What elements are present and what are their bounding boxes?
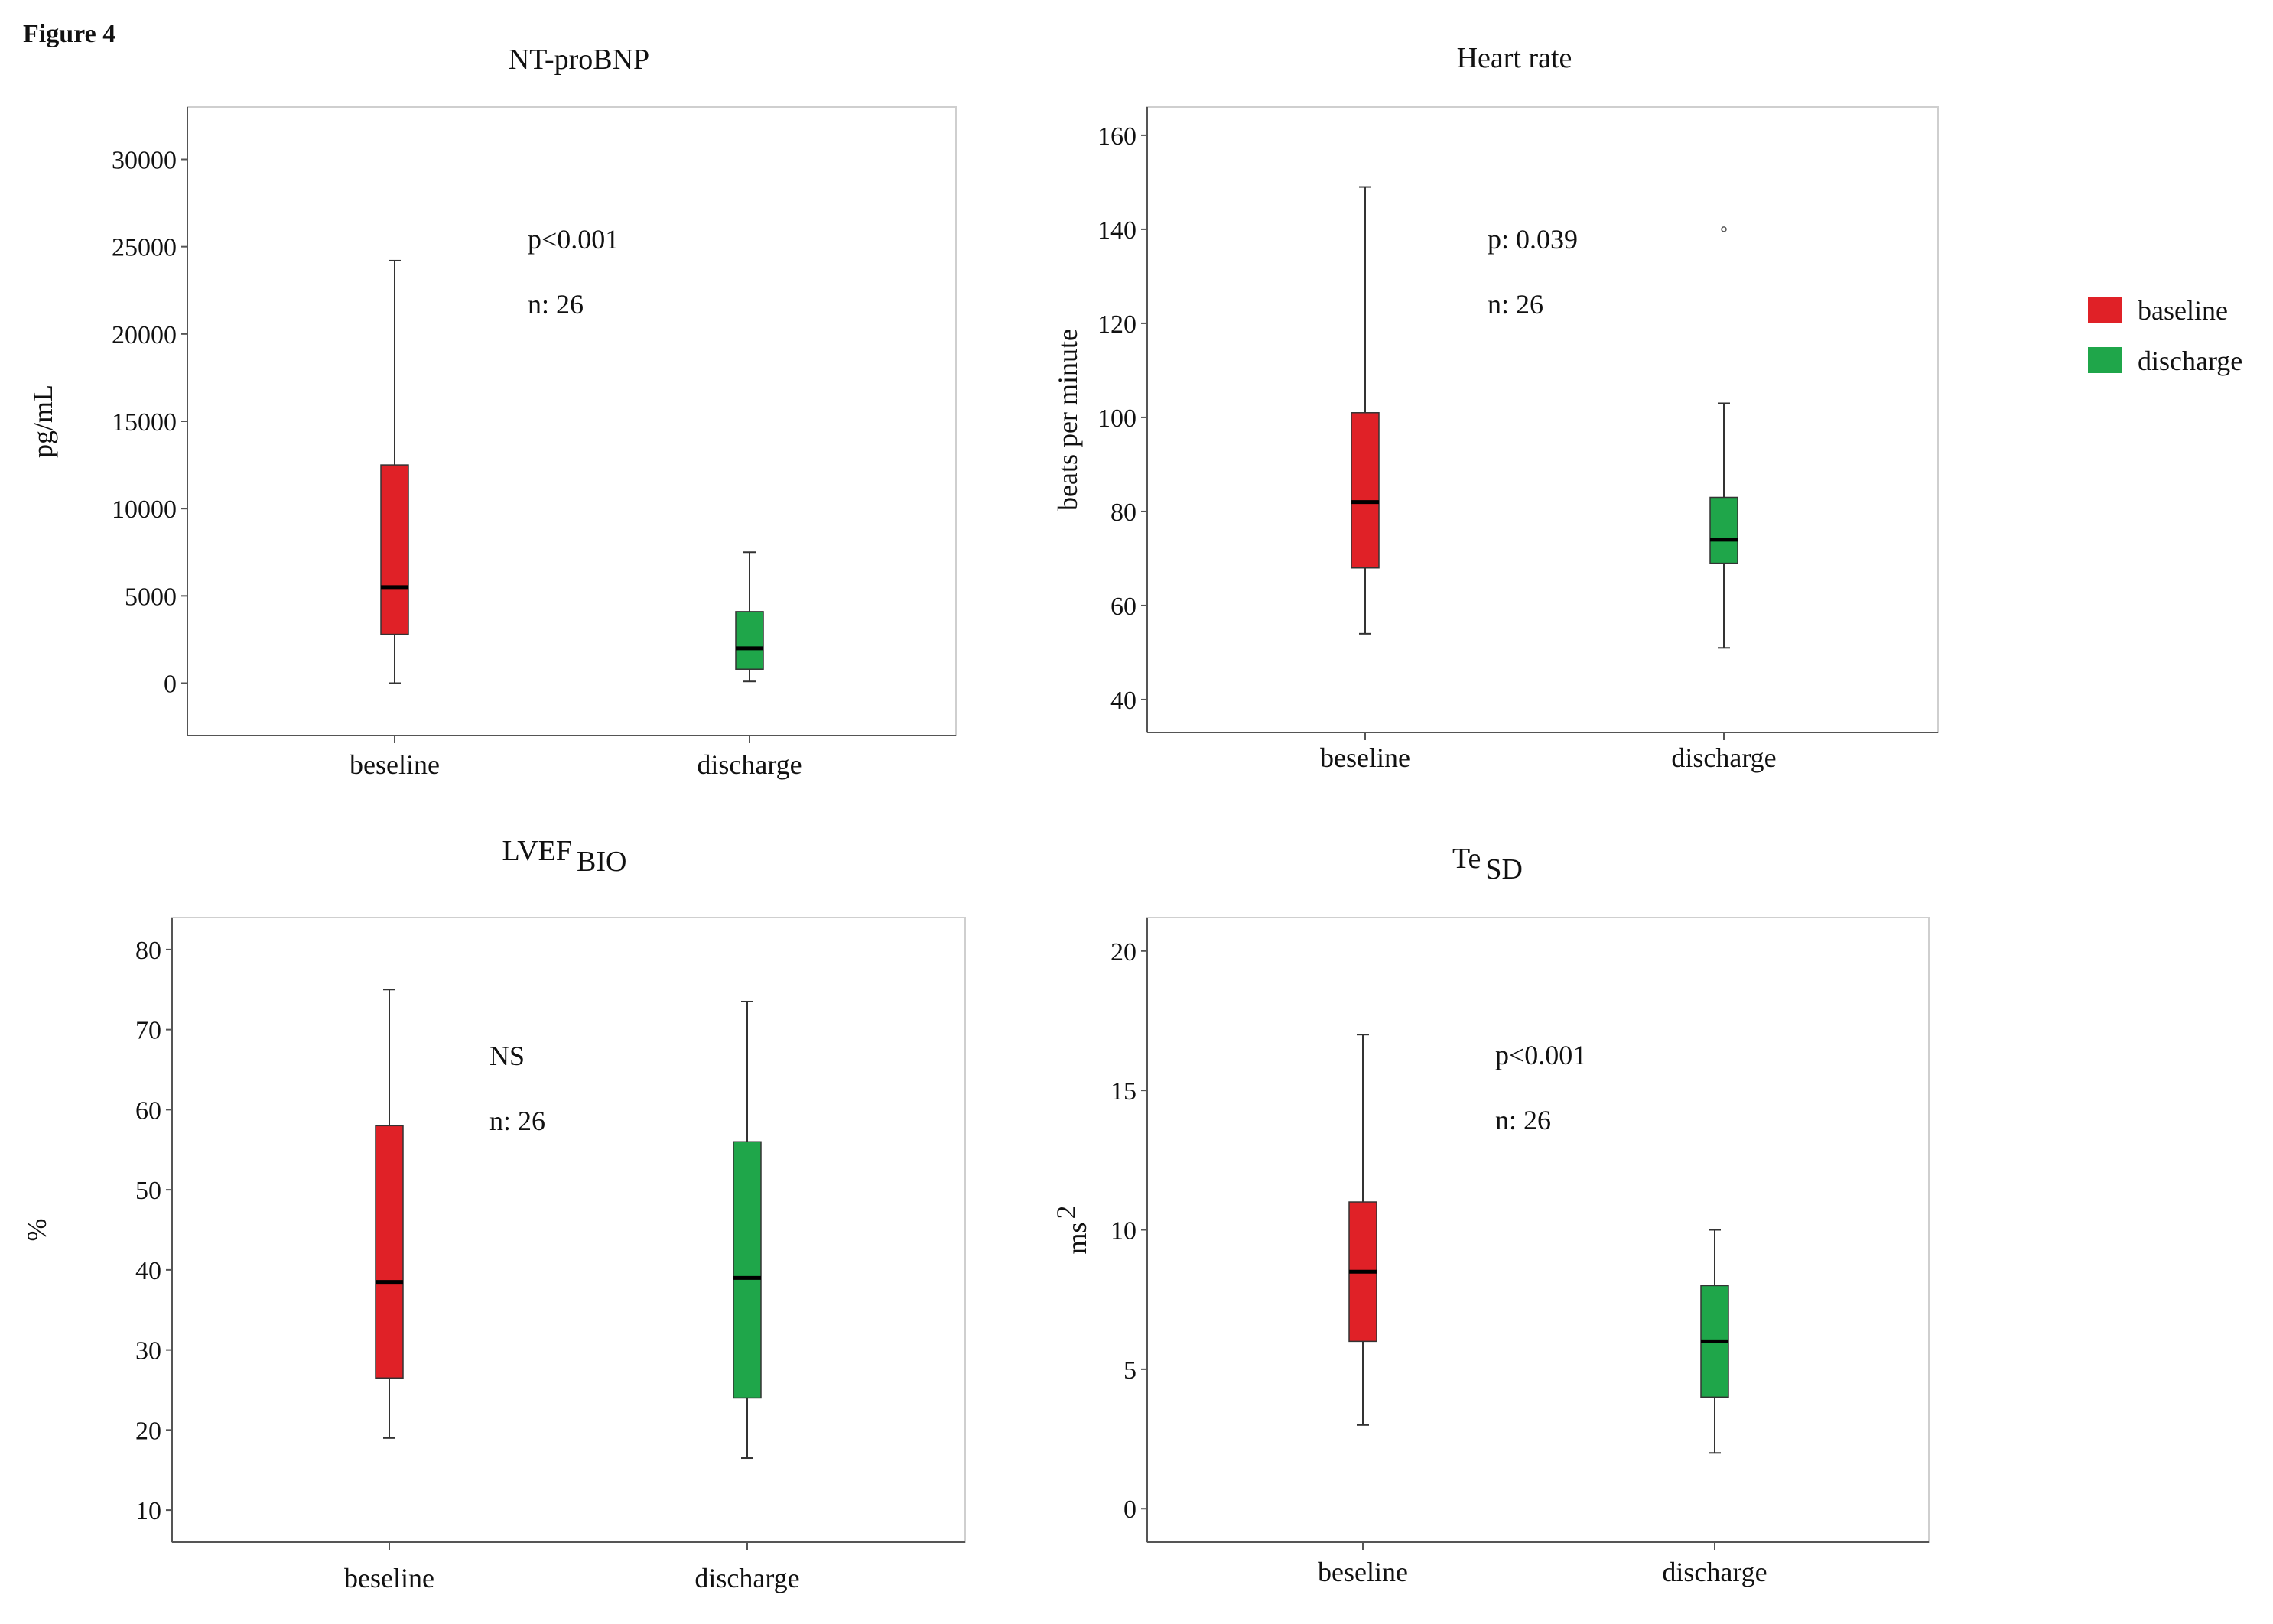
plot-frame <box>1146 917 1930 1543</box>
y-tick-label: 20 <box>135 1417 161 1445</box>
y-tick-label: 100 <box>1097 404 1136 433</box>
legend-label: discharge <box>2138 346 2242 376</box>
chart-panel: NT-proBNP 0 5000 10000 15000 20000 25000 30000 p… <box>28 44 957 780</box>
y-tick-label: 30 <box>135 1337 161 1366</box>
annotation-n: n: 26 <box>1488 289 1543 320</box>
plot-frame <box>1146 106 1939 733</box>
y-tick-label: 80 <box>135 937 161 965</box>
y-tick-label: 160 <box>1097 122 1136 151</box>
y-tick-label: 5000 <box>125 583 177 611</box>
legend-label: baseline <box>2138 295 2228 326</box>
chart-title-subscript: BIO <box>577 846 626 878</box>
annotation-n: n: 26 <box>489 1106 545 1136</box>
chart-panel: LVEF BIO 10 20 30 40 50 60 70 80% beseline discharg… <box>21 835 966 1593</box>
annotation-pvalue: p<0.001 <box>528 224 619 255</box>
x-category-label: beseline <box>350 749 440 780</box>
x-category-label: discharge <box>697 749 802 780</box>
y-axis-label-superscript: 2 <box>1051 1205 1081 1219</box>
x-category-label: discharge <box>694 1563 799 1593</box>
box-iqr <box>1709 496 1738 564</box>
x-category-label: beseline <box>1318 1557 1408 1587</box>
y-tick-label: 40 <box>1110 687 1136 715</box>
y-tick-label: 140 <box>1097 216 1136 245</box>
y-tick-label: 60 <box>135 1096 161 1125</box>
annotation-n: n: 26 <box>1495 1105 1551 1135</box>
chart-title: LVEF BIO <box>502 835 627 878</box>
box-iqr <box>735 611 764 670</box>
y-tick-label: 30000 <box>112 147 177 175</box>
y-axis-label: % <box>21 1219 52 1242</box>
plot-frame <box>171 917 966 1543</box>
y-axis-label: beats per minute <box>1052 329 1083 511</box>
y-tick-label: 70 <box>135 1017 161 1045</box>
box-iqr <box>733 1141 762 1399</box>
y-tick-label: 15000 <box>112 408 177 437</box>
y-tick-label: 20 <box>1110 938 1136 966</box>
x-category-label: beseline <box>344 1563 434 1593</box>
y-axis-label: pg/mL <box>28 385 58 458</box>
y-tick-label: 0 <box>164 671 177 699</box>
chart-title: NT-proBNP <box>509 44 649 76</box>
chart-title: Te SD <box>1452 843 1523 885</box>
annotation-pvalue: p<0.001 <box>1495 1040 1586 1070</box>
y-tick-label: 50 <box>135 1177 161 1205</box>
y-tick-label: 60 <box>1110 593 1136 621</box>
plot-frame <box>187 106 957 736</box>
y-axis-label: ms2 <box>1051 1205 1092 1254</box>
y-tick-label: 5 <box>1123 1356 1136 1385</box>
legend: baseline discharge <box>2088 295 2242 376</box>
figure-label: Figure 4 <box>23 20 116 48</box>
x-category-label: discharge <box>1662 1557 1767 1587</box>
y-tick-label: 25000 <box>112 234 177 262</box>
chart-title: Heart rate <box>1457 42 1572 74</box>
y-tick-label: 0 <box>1123 1496 1136 1524</box>
y-tick-label: 20000 <box>112 321 177 349</box>
x-category-label: beseline <box>1320 742 1410 773</box>
x-category-label: discharge <box>1671 742 1776 773</box>
y-tick-label: 120 <box>1097 310 1136 339</box>
chart-panel: Te SD 0 5 10 15 20 ms2 beseline discharge p<0.001 n… <box>1051 843 1930 1587</box>
annotation-n: n: 26 <box>528 289 584 320</box>
annotation-pvalue: p: 0.039 <box>1488 224 1578 255</box>
box-iqr <box>380 464 409 635</box>
box-iqr <box>375 1125 404 1379</box>
legend-swatch <box>2088 347 2122 373</box>
chart-title-subscript: SD <box>1485 853 1523 885</box>
y-tick-label: 10000 <box>112 495 177 524</box>
annotation-pvalue: NS <box>489 1041 525 1071</box>
y-tick-label: 10 <box>1110 1217 1136 1246</box>
box-iqr <box>1351 412 1380 569</box>
y-tick-label: 15 <box>1110 1077 1136 1106</box>
legend-swatch <box>2088 297 2122 323</box>
y-tick-label: 10 <box>135 1497 161 1525</box>
box-outlier <box>1721 226 1727 232</box>
chart-panel: Heart rate 40 60 80 100 120 140 160 beats per mi… <box>1052 42 1939 773</box>
y-tick-label: 80 <box>1110 499 1136 527</box>
y-tick-label: 40 <box>135 1257 161 1285</box>
